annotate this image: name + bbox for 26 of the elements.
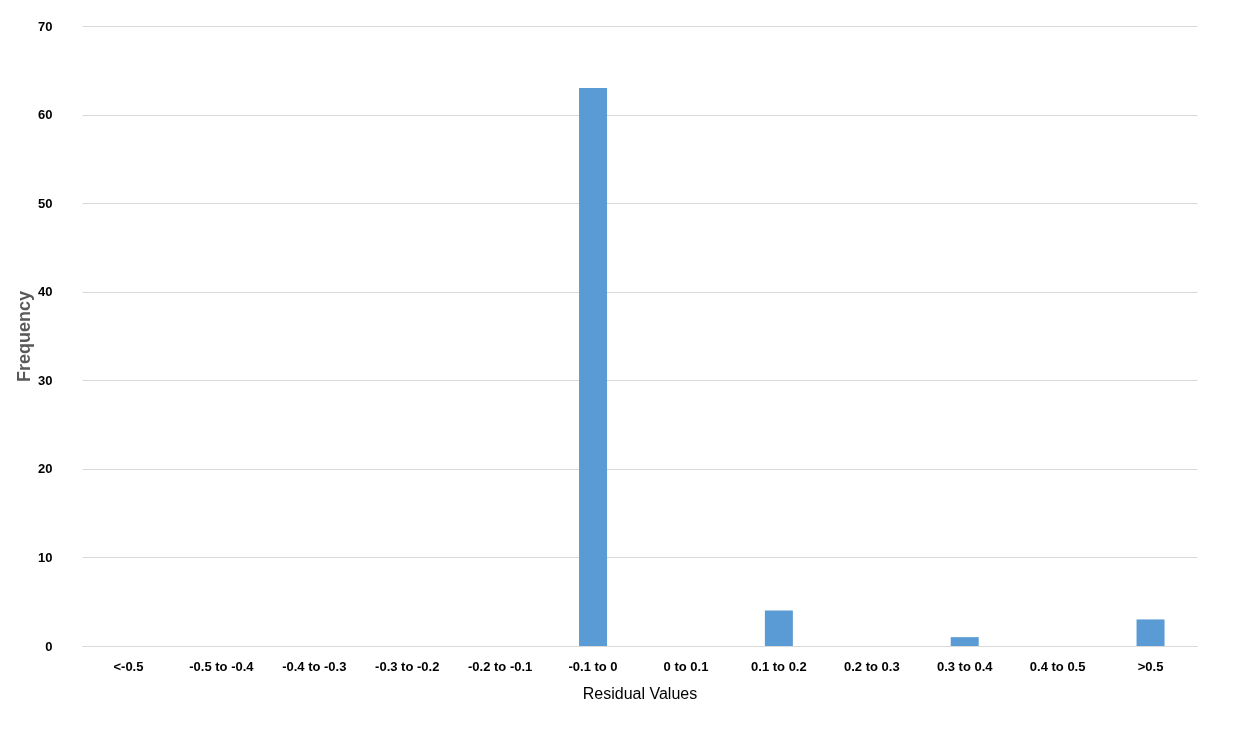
y-axis-title: Frequency xyxy=(14,290,35,383)
x-tick-label: 0 to 0.1 xyxy=(663,658,709,674)
x-tick-label: >0.5 xyxy=(1137,658,1164,674)
bar xyxy=(950,637,979,646)
y-tick-label: 0 xyxy=(45,638,53,654)
bar xyxy=(579,88,608,646)
bar xyxy=(764,610,793,646)
x-tick-label: 0.1 to 0.2 xyxy=(751,658,807,674)
y-tick-label: 70 xyxy=(38,18,53,34)
x-tick-label: 0.2 to 0.3 xyxy=(843,658,900,674)
y-tick-label: 50 xyxy=(38,195,53,211)
x-tick-label: -0.5 to -0.4 xyxy=(189,658,255,674)
x-tick-label: -0.4 to -0.3 xyxy=(282,658,347,674)
x-tick-label: 0.4 to 0.5 xyxy=(1029,658,1086,674)
y-tick-label: 40 xyxy=(38,284,53,300)
x-tick-label: -0.3 to -0.2 xyxy=(375,658,440,674)
y-tick-label: 20 xyxy=(38,461,53,477)
x-tick-label: -0.2 to -0.1 xyxy=(467,658,533,674)
x-tick-label: 0.3 to 0.4 xyxy=(936,658,994,674)
x-axis-title: Residual Values xyxy=(582,684,698,702)
y-tick-label: 60 xyxy=(38,107,53,123)
x-tick-label: <-0.5 xyxy=(113,658,144,674)
x-tick-label: -0.1 to 0 xyxy=(568,658,618,674)
y-tick-label: 10 xyxy=(38,549,53,565)
bar xyxy=(1136,619,1165,646)
y-tick-label: 30 xyxy=(38,372,53,388)
